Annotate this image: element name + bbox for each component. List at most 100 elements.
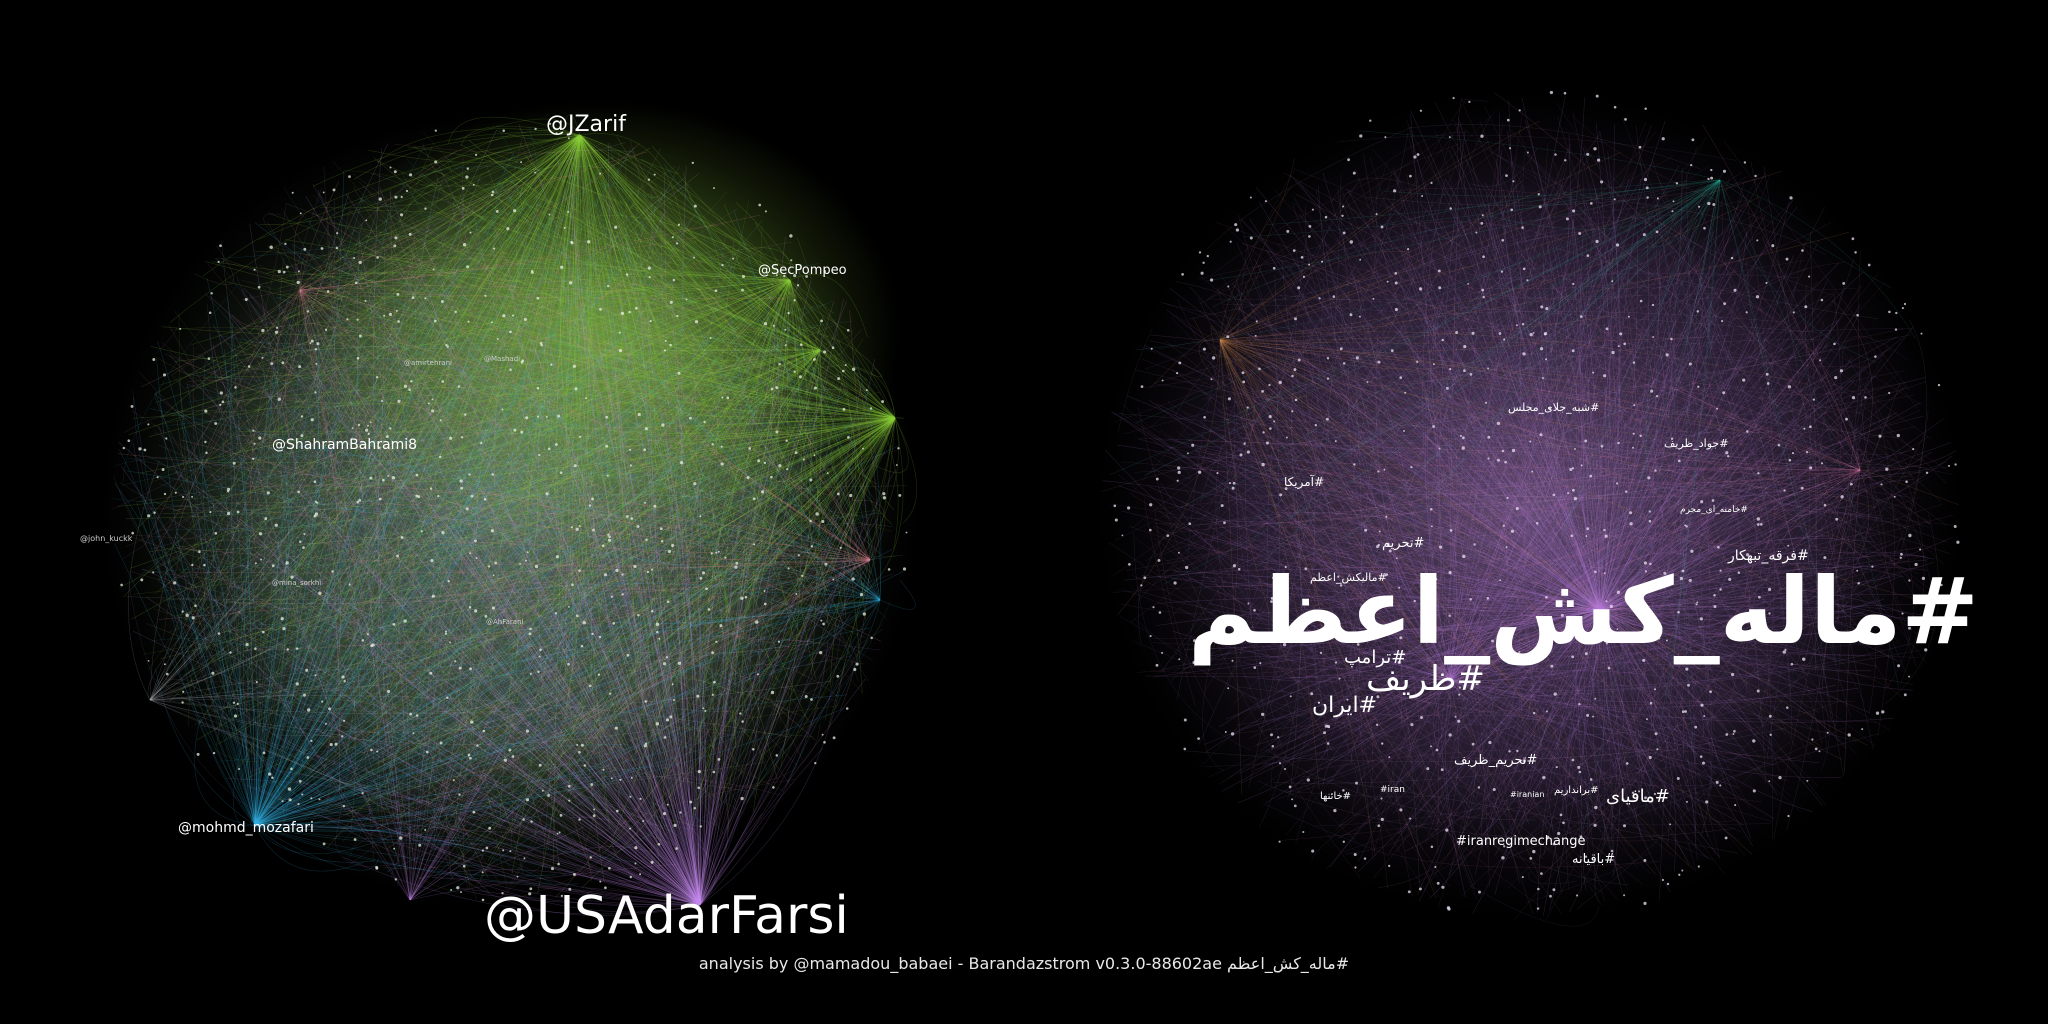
edge-usadarfarsi [169, 355, 701, 906]
edge-usadarfarsi [503, 315, 701, 906]
left-graph-node [814, 761, 817, 765]
edge-secpompeo [751, 279, 791, 456]
edge-pink-nw [299, 239, 653, 291]
edge-cyan-east [457, 592, 881, 643]
left-graph-node [713, 680, 716, 684]
edge-usadarfarsi [504, 724, 701, 906]
left-graph-node [367, 424, 369, 427]
edge-pink [803, 559, 871, 677]
edge-mozafari [254, 696, 338, 826]
left-graph-node [291, 191, 294, 194]
edge-mozafari [254, 730, 595, 826]
edge-mozafari [254, 213, 389, 826]
edge-pink [593, 542, 871, 568]
edge-usadarfarsi [699, 559, 719, 906]
right-graph-node [1699, 755, 1703, 758]
left-graph-node [610, 777, 613, 780]
edge-mozafari [254, 287, 467, 826]
edge-green-east [589, 417, 896, 676]
edge-usadarfarsi [410, 570, 701, 906]
edge-green-east [336, 411, 896, 441]
left-graph-node [567, 137, 570, 140]
left-graph-node [865, 389, 868, 391]
edge-green-east [302, 282, 896, 419]
left-graph-node [673, 823, 677, 828]
edge-pink [427, 559, 871, 590]
edge-mozafari [224, 349, 256, 826]
edge-usadarfarsi [292, 408, 701, 906]
left-graph-node [520, 161, 523, 164]
edge-usadarfarsi [699, 423, 891, 906]
left-graph-node [621, 593, 624, 596]
edge-jzarif [523, 134, 581, 518]
right-graph-node [1155, 663, 1159, 667]
edge-mozafari [254, 775, 527, 826]
left-graph-node [578, 525, 581, 527]
edge-jzarif [579, 134, 631, 281]
left-graph-node [255, 681, 258, 684]
edge-secpompeo [432, 166, 791, 281]
edge-green-east [323, 417, 896, 797]
left-graph-node [383, 314, 386, 317]
edge-jzarif [408, 133, 581, 181]
edge-usadarfarsi [543, 598, 701, 906]
edge-secpompeo [683, 279, 791, 654]
edge-green-east [297, 417, 896, 566]
edge-usadarfarsi [699, 279, 812, 906]
left-graph-node [583, 764, 587, 767]
edge-green-east [310, 417, 896, 559]
edge-violet-s [409, 863, 678, 901]
left-graph-node [502, 129, 505, 132]
edge-violet-s [409, 577, 729, 901]
left-graph-node [238, 767, 241, 771]
edge-jzarif [579, 134, 665, 483]
edge-pink [498, 559, 871, 829]
edge-usadarfarsi [207, 687, 701, 906]
edge-green-east [581, 417, 896, 888]
edge-green-east [395, 279, 896, 419]
edge-jzarif [570, 134, 615, 168]
edge-grey-w [149, 437, 396, 701]
edge-mozafari [155, 669, 256, 826]
edge-green-east [422, 167, 896, 419]
left-graph-node [881, 400, 885, 404]
left-graph-node [309, 342, 312, 345]
edge-usadarfarsi [508, 268, 701, 906]
edge-mozafari [254, 776, 341, 826]
edge-green-east [173, 417, 896, 512]
edge-pink [713, 559, 871, 827]
edge-pink-nw [299, 289, 787, 299]
right-graph-node [1632, 361, 1636, 364]
edge-usadarfarsi [541, 865, 701, 906]
right-graph-node [1482, 255, 1485, 259]
left-graph-node [361, 639, 365, 642]
left-graph-node [775, 754, 779, 757]
left-graph-node [297, 270, 300, 273]
right-graph-node [1518, 109, 1521, 112]
edge-violet-s [409, 854, 483, 901]
left-graph-node [882, 492, 886, 496]
edge-pink-nw [299, 289, 437, 431]
edge-green-2 [218, 349, 821, 662]
edge-cyan-east [541, 448, 881, 601]
edge-green-east [125, 417, 896, 520]
edge-cyan-east [733, 209, 881, 601]
edge-mozafari [254, 670, 783, 826]
edge-usadarfarsi [675, 783, 702, 906]
edge-jzarif [376, 128, 581, 163]
left-graph-node [271, 776, 274, 779]
edge-left-mesh [501, 400, 611, 412]
edge-usadarfarsi [628, 738, 701, 906]
left-graph-node [689, 800, 693, 804]
left-graph-node [490, 321, 493, 324]
edge-mozafari [254, 635, 595, 826]
edge-jzarif [441, 134, 581, 404]
left-graph-node [182, 690, 185, 693]
edge-secpompeo [789, 279, 866, 621]
edge-usadarfarsi [212, 324, 701, 906]
edge-cyan-east [525, 599, 881, 753]
edge-jzarif [510, 134, 581, 447]
edge-usadarfarsi [471, 406, 701, 906]
edge-jzarif [561, 134, 591, 695]
left-graph-node [748, 447, 752, 450]
